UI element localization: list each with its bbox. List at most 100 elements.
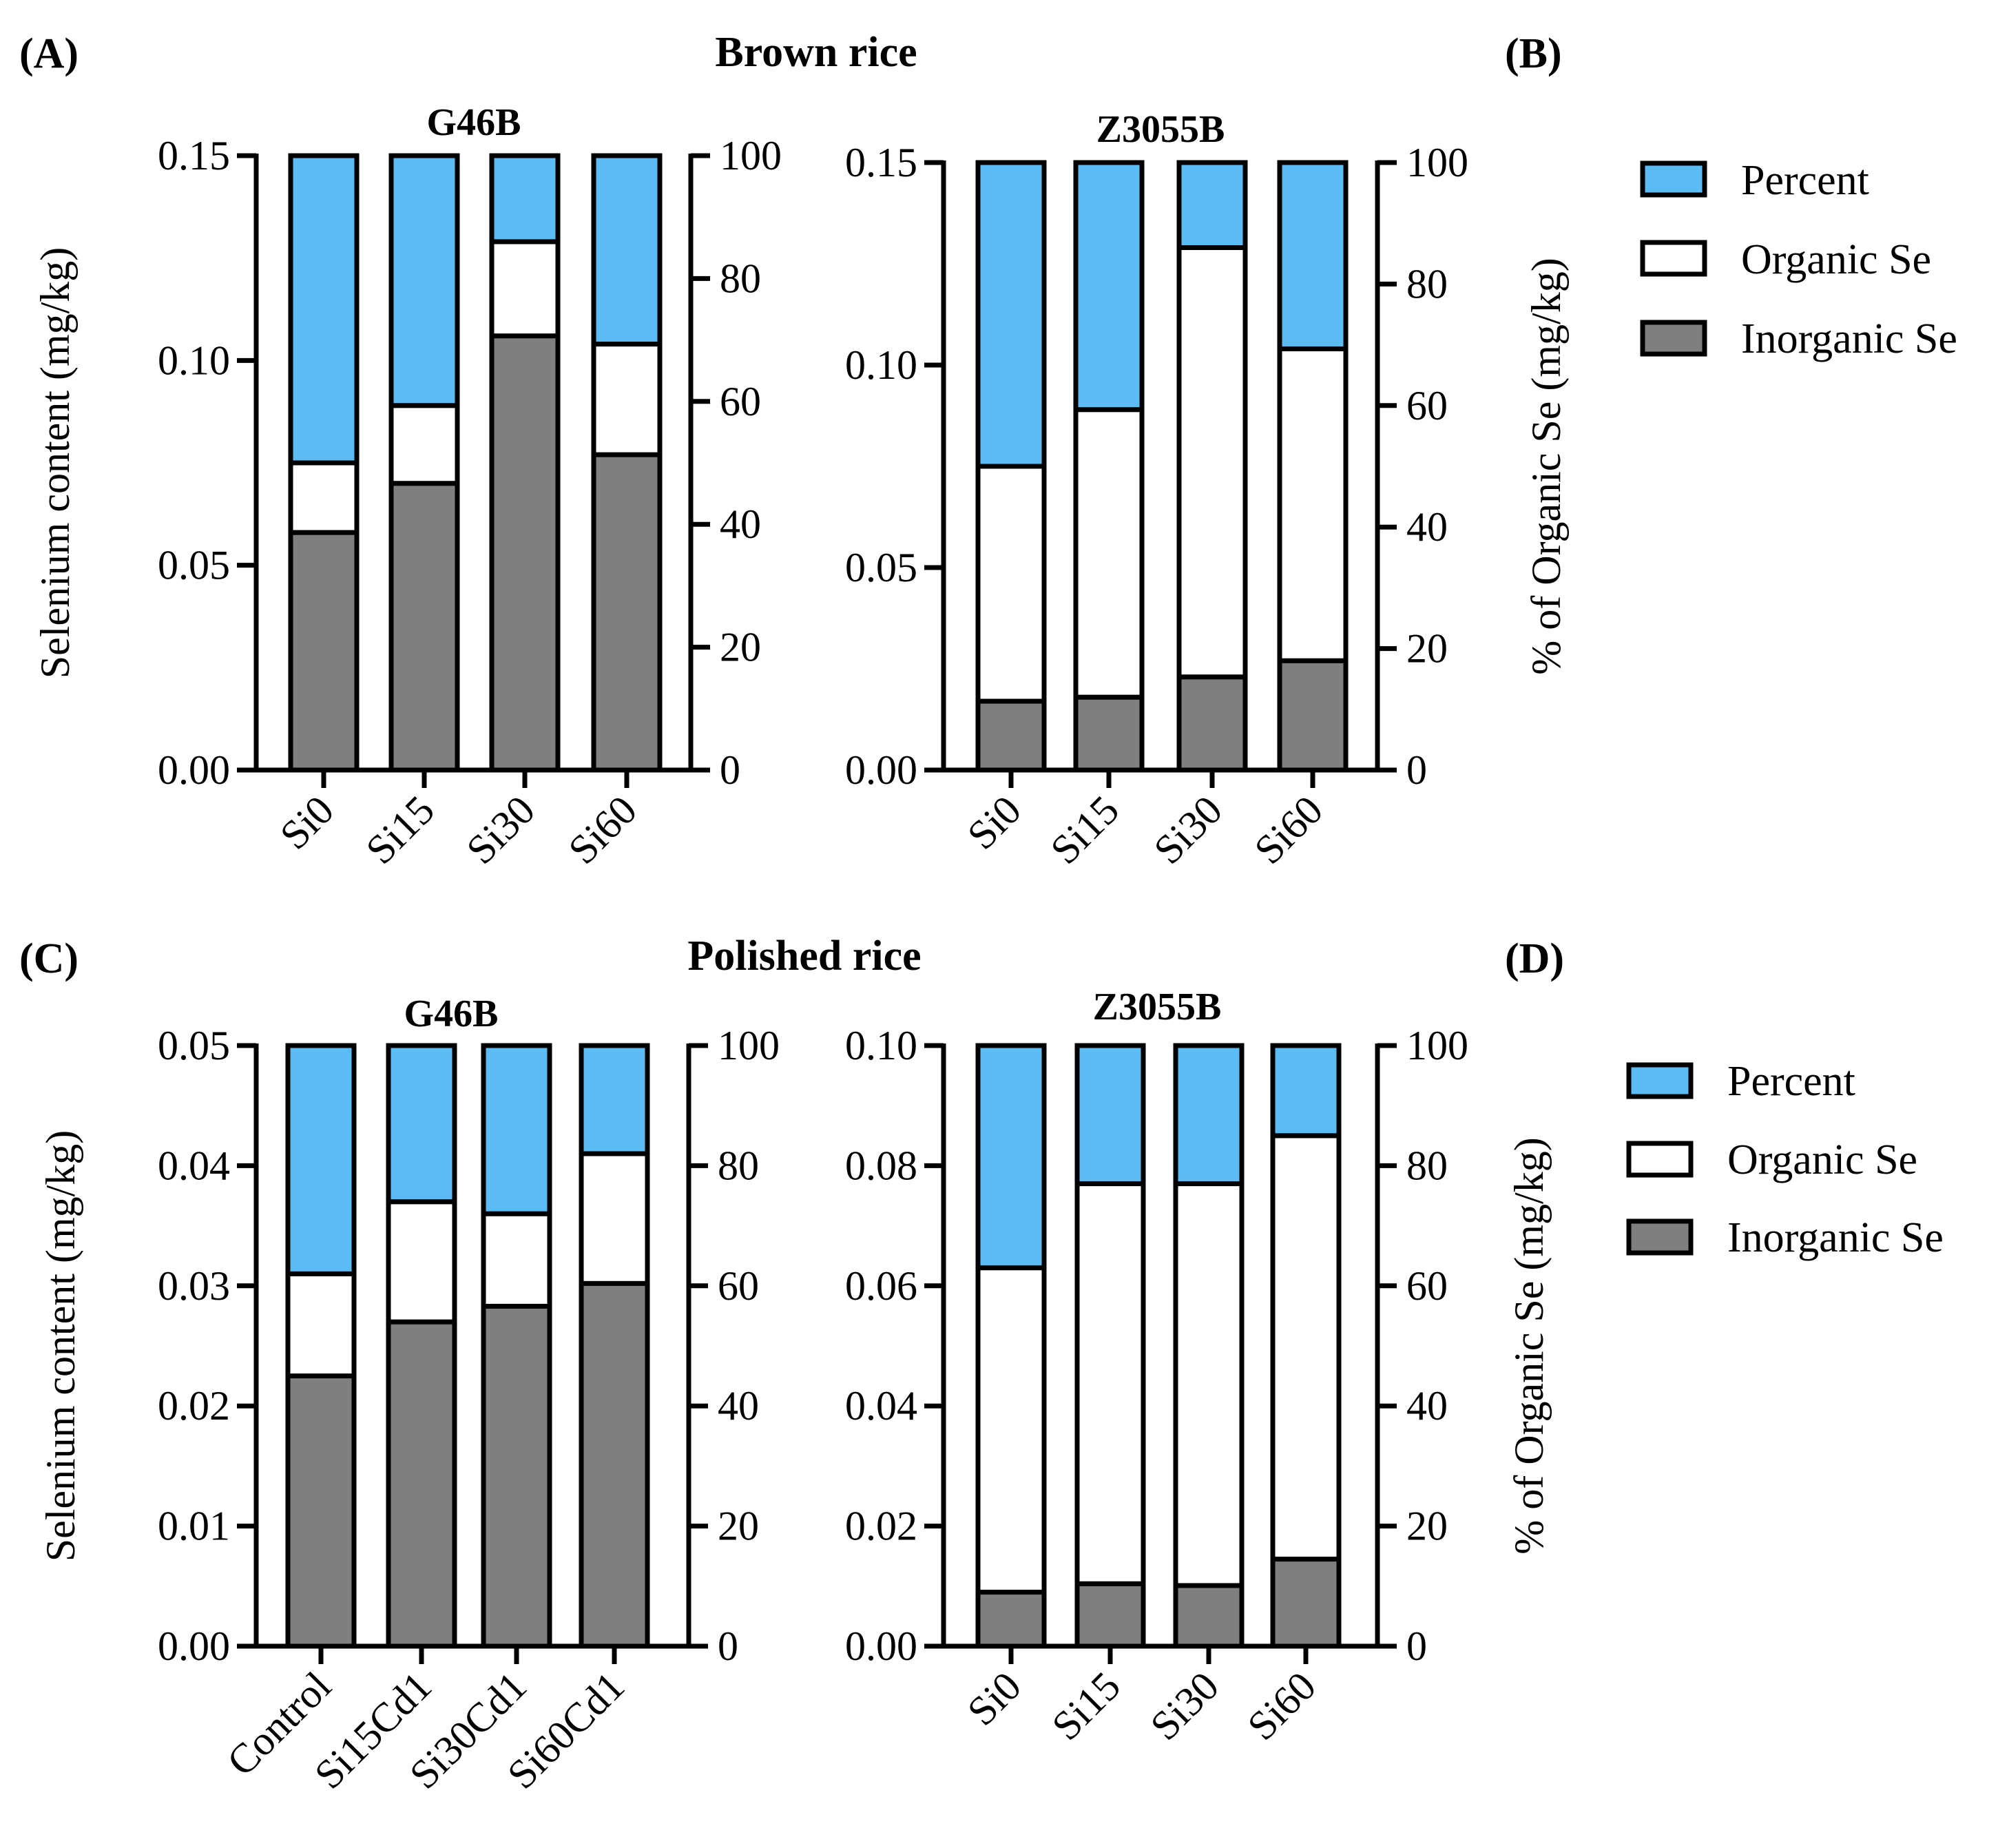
legend-swatch-inorganic (1626, 1218, 1694, 1256)
section-title-brown-rice: Brown rice (715, 29, 917, 76)
y2-tick-label: 40 (1406, 1383, 1448, 1429)
bar-organic-se-si60cd1 (579, 1151, 650, 1286)
y-tick-label: 0.15 (158, 133, 230, 178)
x-tick-label: Si15 (1042, 787, 1127, 873)
y2-tick-label: 100 (1406, 140, 1468, 185)
y2-tick-label: 40 (1406, 504, 1448, 550)
bar-percent-si15 (1074, 1043, 1146, 1187)
y-tick-label: 0.05 (845, 545, 917, 590)
bar-percent-si60 (1270, 1043, 1342, 1139)
legend-top: Percent Organic Se Inorganic Se (1640, 157, 1957, 362)
y2-tick-label: 0 (1406, 1623, 1427, 1669)
x-tick-label: Si15 (357, 787, 443, 873)
y-axis-title: Selenium content (mg/kg) (38, 1130, 83, 1562)
x-tick-label: Si15 (1043, 1663, 1129, 1749)
bar-percent-si0 (975, 160, 1047, 469)
bar-organic-se-si60 (591, 342, 663, 457)
bar-organic-se-si60 (1270, 1133, 1342, 1562)
x-tick-label: Si30 (1142, 1663, 1227, 1749)
bar-inorganic-se-si30 (1176, 674, 1248, 773)
y-tick-label: 0.15 (845, 140, 917, 185)
y2-tick-label: 0 (1406, 747, 1427, 793)
y2-tick-label: 60 (1406, 1263, 1448, 1309)
bar-inorganic-se-si0 (975, 1590, 1047, 1649)
bar-inorganic-se-si0 (975, 698, 1047, 773)
bar-percent-si60 (591, 153, 663, 347)
y-tick-label: 0.02 (845, 1504, 917, 1549)
legend-label-inorganic: Inorganic Se (1727, 1214, 1944, 1261)
y2-tick-label: 60 (720, 379, 761, 424)
chart-polished-g46b: G46B 0.00 0.01 0.02 0.03 0.04 0.05 0 20 40 60 80 100… (38, 993, 780, 1798)
chart-title: G46B (427, 101, 521, 144)
y2-tick-label: 20 (1406, 626, 1448, 672)
chart-title: G46B (404, 993, 499, 1035)
bar-organic-se-si0 (975, 464, 1047, 704)
bar-inorganic-se-si60 (1277, 658, 1349, 773)
legend-swatch-percent (1640, 160, 1707, 198)
y2-tick-label: 40 (718, 1383, 759, 1429)
panel-label-a: (A) (19, 30, 79, 77)
bar-organic-se-si0 (975, 1265, 1047, 1595)
bar-organic-se-si30 (1176, 245, 1248, 680)
y-tick-label: 0.03 (158, 1263, 230, 1309)
bar-percent-si0 (288, 153, 360, 466)
bar-percent-si60 (1277, 160, 1349, 351)
bar-inorganic-se-si0 (288, 530, 360, 773)
y-tick-label: 0.00 (158, 1623, 230, 1669)
panel-label-d: (D) (1505, 935, 1564, 982)
bar-percent-si15 (1073, 160, 1145, 413)
y-tick-label: 0.00 (158, 747, 230, 793)
x-tick-label: Si30 (458, 787, 543, 873)
y-tick-label: 0.10 (845, 1023, 917, 1068)
bar-percent-si30 (1176, 160, 1248, 250)
bar-organic-se-si60 (1277, 346, 1349, 663)
legend-label-percent: Percent (1741, 157, 1869, 204)
y-tick-label: 0.05 (158, 1023, 230, 1068)
bar-percent-si60cd1 (579, 1043, 650, 1156)
y-tick-label: 0.04 (845, 1383, 917, 1429)
chart-title: Z3055B (1096, 108, 1225, 151)
legend-label-inorganic: Inorganic Se (1741, 315, 1957, 362)
bar-inorganic-se-control (285, 1373, 357, 1649)
y2-tick-label: 80 (1406, 261, 1448, 307)
x-tick-label: Si0 (271, 787, 342, 858)
y2-tick-label: 0 (718, 1623, 738, 1669)
legend-swatch-organic (1640, 240, 1707, 277)
x-tick-label: Si0 (959, 1663, 1030, 1734)
bar-organic-se-control (285, 1271, 357, 1379)
bar-inorganic-se-si15 (1073, 694, 1145, 773)
bar-organic-se-si15 (1074, 1181, 1146, 1586)
x-tick-label: Si60 (1246, 787, 1331, 873)
chart-polished-z3055b: Z3055B 0.00 0.02 0.04 0.06 0.08 0.10 0 20 40 60 80 1… (845, 986, 1552, 1749)
y2-axis-title: % of Organic Se (mg/kg) (1506, 1137, 1552, 1554)
y-tick-label: 0.00 (845, 1623, 917, 1669)
bar-inorganic-se-si60 (1270, 1557, 1342, 1649)
y2-tick-label: 100 (718, 1023, 780, 1068)
legend-swatch-organic (1626, 1141, 1694, 1178)
y-tick-label: 0.08 (845, 1143, 917, 1188)
y2-axis-title: % of Organic Se (mg/kg) (1523, 258, 1569, 674)
y-tick-label: 0.06 (845, 1263, 917, 1309)
y2-tick-label: 80 (1406, 1143, 1448, 1188)
legend-swatch-percent (1626, 1062, 1694, 1099)
bar-inorganic-se-si60 (591, 452, 663, 773)
legend-label-percent: Percent (1727, 1058, 1855, 1105)
bar-inorganic-se-si15cd1 (386, 1319, 457, 1649)
bar-percent-si0 (975, 1043, 1047, 1271)
chart-title: Z3055B (1093, 986, 1222, 1028)
legend-swatch-inorganic (1640, 320, 1707, 357)
legend-label-organic: Organic Se (1727, 1136, 1917, 1183)
bar-percent-control (285, 1043, 357, 1276)
y-tick-label: 0.02 (158, 1383, 230, 1429)
bar-percent-si15 (388, 153, 460, 408)
y-tick-label: 0.10 (845, 342, 917, 388)
bar-organic-se-si0 (288, 460, 360, 535)
y2-tick-label: 60 (1406, 383, 1448, 428)
bar-percent-si30 (489, 153, 561, 245)
bar-percent-si15cd1 (386, 1043, 457, 1205)
y-tick-label: 0.00 (845, 747, 917, 793)
y2-tick-label: 20 (718, 1504, 759, 1549)
bar-inorganic-se-si30 (489, 333, 561, 773)
bar-percent-si30 (1173, 1043, 1245, 1187)
